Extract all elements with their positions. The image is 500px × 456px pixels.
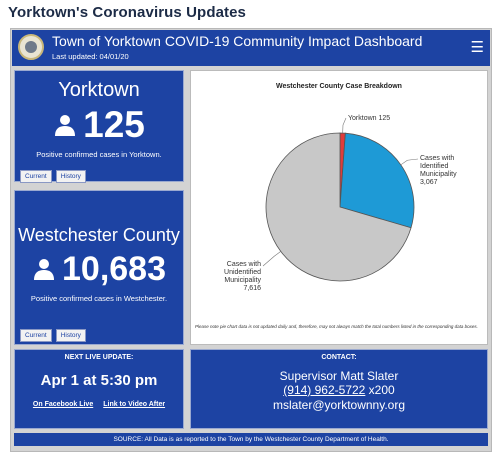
pie-leader-line-2 [262,251,281,267]
live-update-links: On Facebook Live Link to Video After [15,401,183,408]
contact-panel: CONTACT: Supervisor Matt Slater (914) 96… [190,349,488,429]
westchester-count-row: 10,683 [15,248,183,290]
live-update-heading: NEXT LIVE UPDATE: [64,354,134,361]
westchester-label: Westchester County [18,225,180,245]
pie-slice-1 [339,132,415,229]
pie-label-0: Yorktown 125 [348,115,390,122]
tab-history[interactable]: History [55,329,86,342]
dashboard-title: Town of Yorktown COVID-19 Community Impa… [52,33,423,49]
yorktown-count-row: 125 [15,104,183,146]
person-icon [55,115,76,136]
contact-phone-link[interactable]: (914) 962-5722 [283,383,366,397]
contact-extension: x200 [365,383,395,397]
tab-current[interactable]: Current [20,329,52,342]
pie-leader-line-0 [342,117,347,134]
westchester-card: Westchester County 10,683 Positive confi… [14,190,184,345]
yorktown-caption: Positive confirmed cases in Yorktown. [36,150,162,159]
contact-phone-line: (914) 962-5722 x200 [191,383,487,398]
hamburger-menu-icon[interactable]: ☰ [470,39,484,56]
yorktown-tabs: Current History [20,170,86,183]
pie-slice-2 [265,132,412,282]
last-updated: Last updated: 04/01/20 [52,52,129,61]
yorktown-card: Yorktown 125 Positive confirmed cases in… [14,70,184,182]
live-update-time: Apr 1 at 5:30 pm [40,372,158,389]
chart-title: Westchester County Case Breakdown [276,83,402,90]
source-footer: SOURCE: All Data is as reported to the T… [14,433,488,446]
yorktown-case-count: 125 [83,104,145,145]
pie-label-2: Cases with Unidentified Municipality 7,616 [224,261,261,292]
pie-chart-panel: Westchester County Case Breakdown Yorkto… [190,70,488,345]
tab-current[interactable]: Current [20,170,52,183]
tab-history[interactable]: History [55,170,86,183]
westchester-caption: Positive confirmed cases in Westchester. [30,294,168,303]
pie-label-1: Cases with Identified Municipality 3,067 [420,155,457,186]
person-icon [34,259,54,280]
contact-name: Supervisor Matt Slater [279,369,399,383]
page-title: Yorktown's Coronavirus Updates [8,4,246,21]
contact-heading: CONTACT: [321,354,357,361]
dashboard-header: Town of Yorktown COVID-19 Community Impa… [12,30,490,66]
facebook-live-link[interactable]: On Facebook Live [32,401,94,408]
town-seal-logo [18,34,44,60]
contact-email[interactable]: mslater@yorktownny.org [273,398,405,412]
live-update-panel: NEXT LIVE UPDATE: Apr 1 at 5:30 pm On Fa… [14,349,184,429]
video-link[interactable]: Link to Video After [103,401,166,408]
chart-note: Please note pie chart data is not update… [195,324,478,329]
pie-chart: Yorktown 125 Cases with Identified Municipa… [224,115,457,292]
pie-leader-line-1 [400,158,419,166]
westchester-case-count: 10,683 [62,250,166,288]
westchester-tabs: Current History [20,329,86,342]
yorktown-label: Yorktown [58,79,140,101]
